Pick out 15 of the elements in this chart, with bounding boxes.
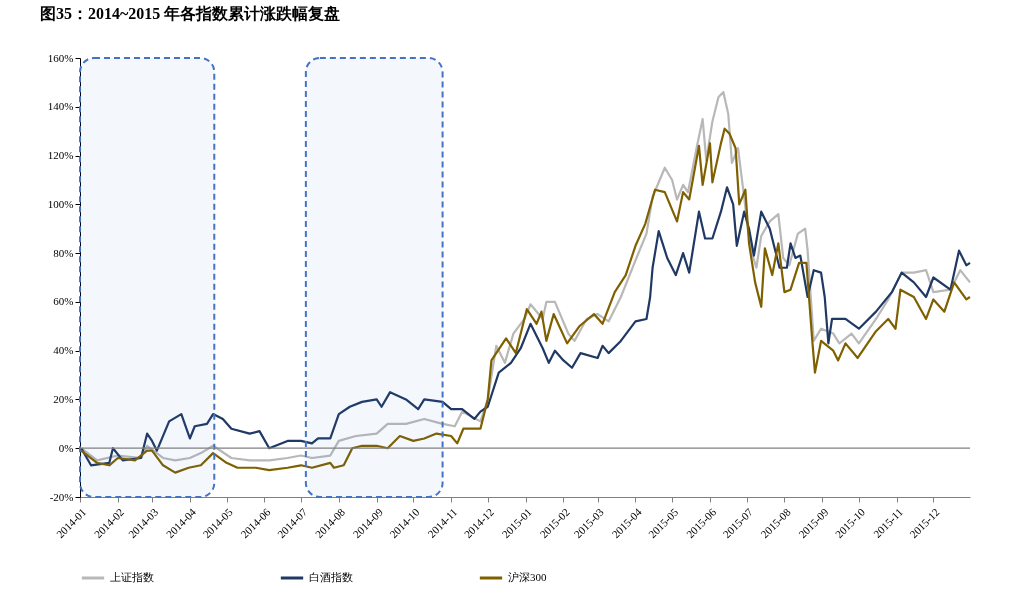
y-tick-label: 120% — [47, 149, 74, 162]
chart-title: 图35：2014~2015 年各指数累计涨跌幅复盘 — [40, 5, 341, 22]
y-tick-label: 20% — [53, 392, 74, 405]
y-tick-label: 0% — [58, 441, 74, 454]
legend-label: 上证指数 — [110, 571, 154, 583]
y-tick-label: 80% — [53, 246, 74, 259]
y-tick-label: 140% — [47, 100, 74, 113]
y-tick-label: -20% — [49, 490, 74, 503]
y-tick-label: 60% — [53, 295, 74, 308]
y-tick-label: 100% — [47, 197, 74, 210]
y-tick-label: 160% — [47, 51, 74, 64]
line-series — [80, 186, 972, 467]
legend-label: 白酒指数 — [309, 571, 353, 583]
legend-label: 沪深300 — [508, 571, 547, 583]
y-tick-label: 40% — [53, 344, 74, 357]
